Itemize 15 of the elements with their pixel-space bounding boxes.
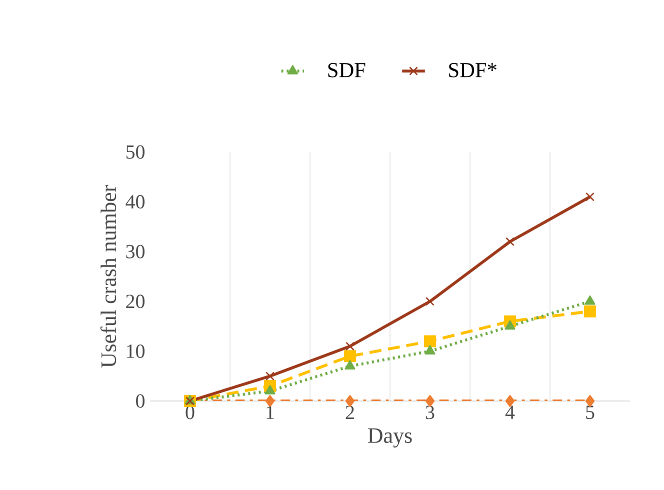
y-tick-label: 50 [126,145,145,159]
x-tick-label: 4 [505,406,515,419]
y-tick-label: 30 [126,244,145,258]
x-tick-label: 2 [346,406,354,419]
x-tick-label: 1 [266,406,274,419]
y-tick-label: 0 [136,394,145,408]
legend-label: SDF [328,63,366,78]
x-tick-label: 5 [586,406,594,419]
x-tick-label: 3 [426,406,434,420]
y-tick-label: 40 [126,195,145,209]
x-axis-title: Days [368,428,412,448]
y-tick-label: 20 [126,294,145,308]
y-tick-label: 10 [127,344,145,358]
legend-label: SDF* [449,63,496,78]
y-axis-title: Useful crash number [100,185,116,368]
